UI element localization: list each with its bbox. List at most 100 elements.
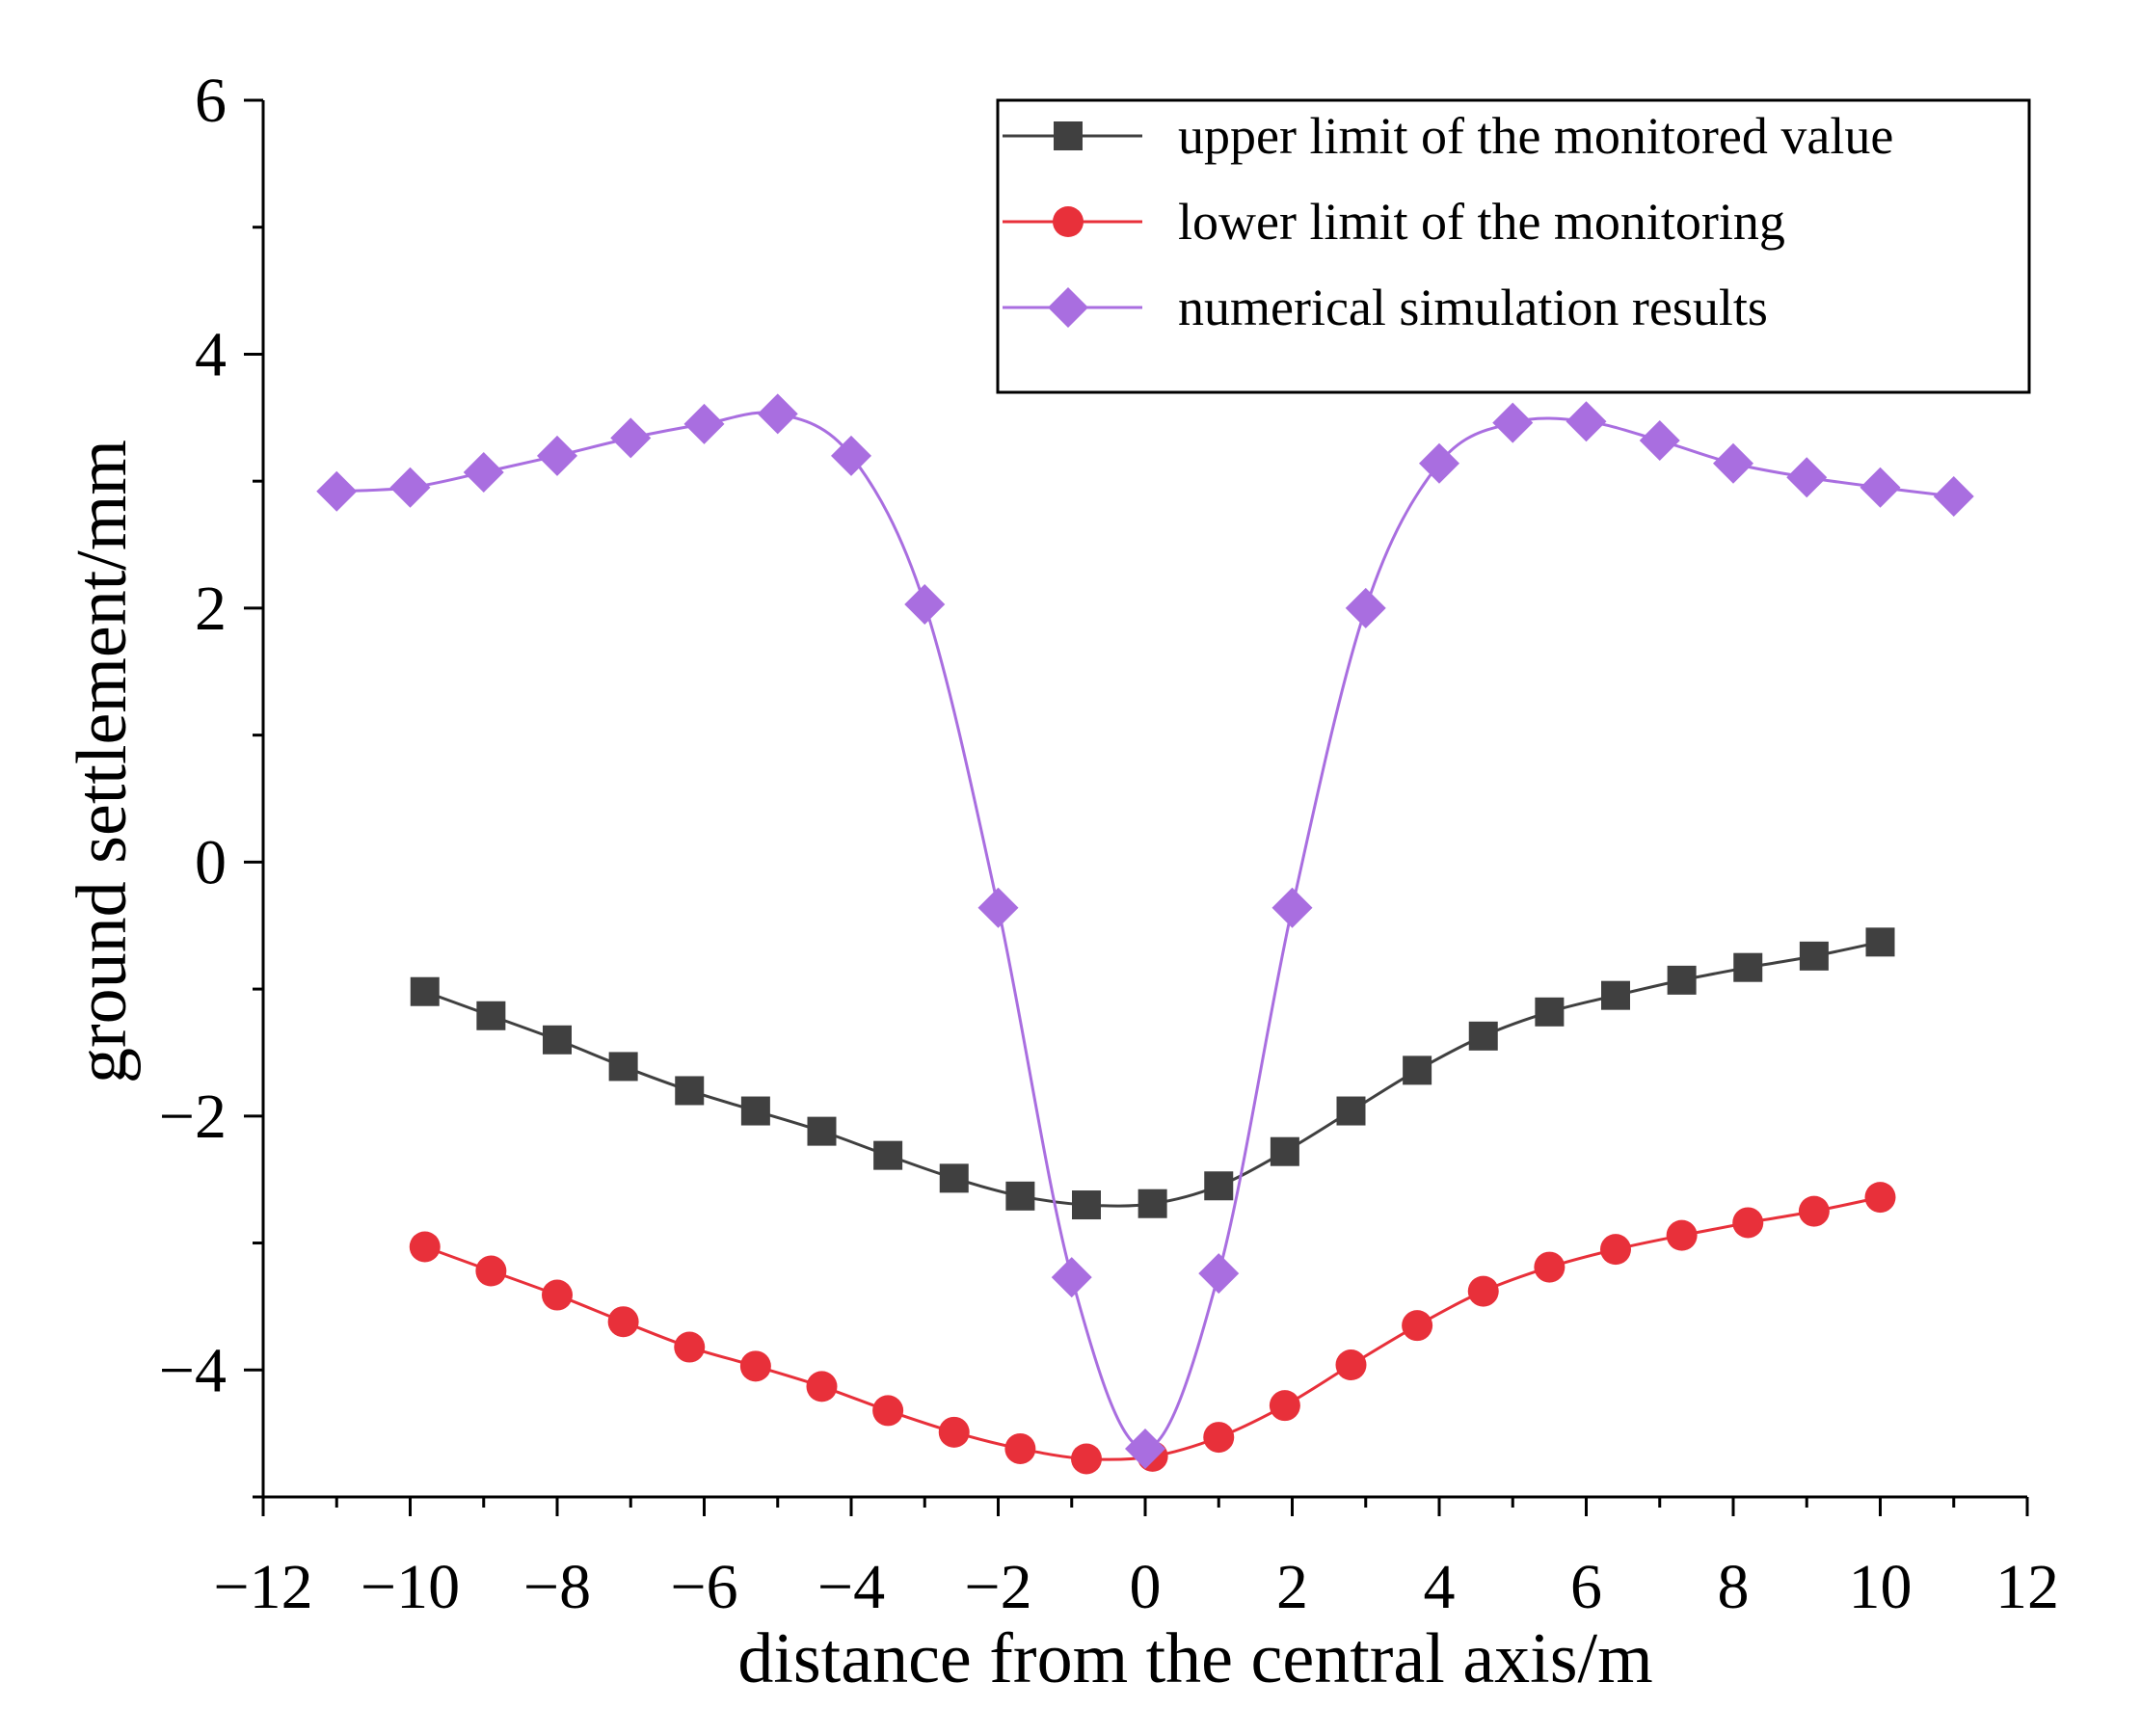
x-tick-label: −4 xyxy=(817,1552,885,1622)
series-2-point xyxy=(1071,1443,1102,1475)
series-1-point xyxy=(1733,952,1763,982)
series-2-point xyxy=(1402,1310,1433,1342)
x-tick-label: 2 xyxy=(1276,1552,1308,1622)
series-3-point xyxy=(610,417,652,459)
legend: upper limit of the monitored value lower … xyxy=(996,98,2031,394)
series-line-2 xyxy=(424,1195,1881,1461)
series-2-point xyxy=(607,1306,639,1338)
legend-marker xyxy=(1054,121,1083,150)
y-tick-label: 2 xyxy=(195,574,227,644)
y-axis-title: ground settlement/mm xyxy=(63,440,142,1083)
x-tick-label: −2 xyxy=(964,1552,1031,1622)
series-1-point xyxy=(1137,1188,1167,1218)
series-2-point xyxy=(1335,1349,1367,1381)
series-3-point xyxy=(1492,402,1534,443)
series-2-point xyxy=(806,1371,838,1402)
series-2-point xyxy=(1467,1275,1499,1307)
series-1-point xyxy=(1270,1136,1299,1166)
series-1-point xyxy=(410,976,440,1006)
x-tick-label: 8 xyxy=(1718,1552,1750,1622)
series-2-point xyxy=(475,1255,507,1287)
legend-box xyxy=(996,98,2031,394)
series-1-point xyxy=(476,1001,506,1030)
series-1-point xyxy=(1336,1096,1366,1126)
x-tick-label: 4 xyxy=(1424,1552,1456,1622)
legend-label: numerical simulation results xyxy=(1178,279,1768,336)
series-2-point xyxy=(1203,1422,1235,1454)
x-tick-label: −10 xyxy=(361,1552,460,1622)
series-1-point xyxy=(1005,1181,1035,1211)
series-3-point xyxy=(1713,442,1753,484)
series-2-point xyxy=(938,1416,970,1448)
x-tick-label: −8 xyxy=(523,1552,591,1622)
series-3-point xyxy=(1860,467,1901,508)
series-1-point xyxy=(1799,941,1829,971)
series-3-point xyxy=(1933,475,1974,517)
series-2-point xyxy=(1798,1195,1830,1227)
x-tick-label: 12 xyxy=(1995,1552,2059,1622)
series-3-point xyxy=(1051,1257,1092,1298)
legend-label: lower limit of the monitoring xyxy=(1178,193,1785,251)
series-1-point xyxy=(1865,927,1895,957)
y-tick-label: −4 xyxy=(159,1335,227,1405)
series-1-point xyxy=(1535,997,1565,1027)
series-3-point xyxy=(757,393,798,435)
series-2-point xyxy=(1864,1182,1896,1214)
x-tick-label: 10 xyxy=(1849,1552,1913,1622)
series-2-point xyxy=(1004,1432,1036,1464)
series-3-point xyxy=(1639,420,1680,462)
y-tick-label: 6 xyxy=(195,66,227,136)
series-2-point xyxy=(542,1279,573,1311)
legend-marker xyxy=(1053,206,1084,237)
series-3-point xyxy=(1566,401,1607,442)
series-2-point xyxy=(1666,1219,1698,1251)
series-1-point xyxy=(1403,1055,1432,1085)
series-2-point xyxy=(1600,1234,1631,1266)
series-3-point xyxy=(1419,442,1459,484)
series-3-point xyxy=(463,451,504,493)
series-2-point xyxy=(1534,1251,1566,1283)
x-tick-label: −12 xyxy=(213,1552,312,1622)
series-3-point xyxy=(831,435,871,476)
series-line-3 xyxy=(336,411,1954,1451)
series-1-point xyxy=(1468,1021,1498,1051)
series-3-point xyxy=(904,583,946,625)
series-1-point xyxy=(608,1052,638,1082)
series-line-1 xyxy=(424,940,1881,1208)
x-tick-label: 6 xyxy=(1570,1552,1602,1622)
series-1-point xyxy=(1072,1190,1101,1220)
axes: −12 −10 −8 −6 −4 −2 0 2 4 6 8 10 12 −4 −2 0 2 4 6 xyxy=(159,66,2059,1622)
series-3-point xyxy=(1271,887,1313,928)
series-2-point xyxy=(1269,1390,1300,1422)
plot-lines xyxy=(336,411,1954,1461)
series-2-point xyxy=(1732,1207,1764,1239)
series-2-point xyxy=(872,1395,904,1427)
series-2-point xyxy=(739,1350,771,1382)
y-tick-label: 4 xyxy=(195,319,227,389)
series-1-point xyxy=(807,1116,837,1146)
series-1-point xyxy=(740,1096,770,1126)
series-1-point xyxy=(1667,965,1697,995)
series-2-point xyxy=(409,1231,441,1263)
legend-marker xyxy=(1048,287,1088,328)
series-3-point xyxy=(1125,1428,1165,1469)
series-1-point xyxy=(1204,1171,1234,1201)
series-3-point xyxy=(977,887,1019,928)
series-1-point xyxy=(1601,980,1630,1010)
series-3-point xyxy=(1345,587,1386,628)
series-1-point xyxy=(939,1163,969,1193)
y-tick-label: −2 xyxy=(159,1082,227,1152)
x-axis-title: distance from the central axis/m xyxy=(737,1619,1652,1698)
series-1-point xyxy=(543,1025,572,1055)
legend-label: upper limit of the monitored value xyxy=(1178,107,1893,165)
series-1-point xyxy=(675,1076,705,1106)
x-tick-label: −6 xyxy=(670,1552,737,1622)
series-3-point xyxy=(537,435,577,476)
series-3-point xyxy=(1198,1253,1240,1295)
series-1-point xyxy=(873,1140,903,1170)
series-3-point xyxy=(1786,457,1828,498)
series-3-point xyxy=(316,470,358,512)
y-tick-label: 0 xyxy=(195,827,227,897)
x-tick-label: 0 xyxy=(1130,1552,1162,1622)
